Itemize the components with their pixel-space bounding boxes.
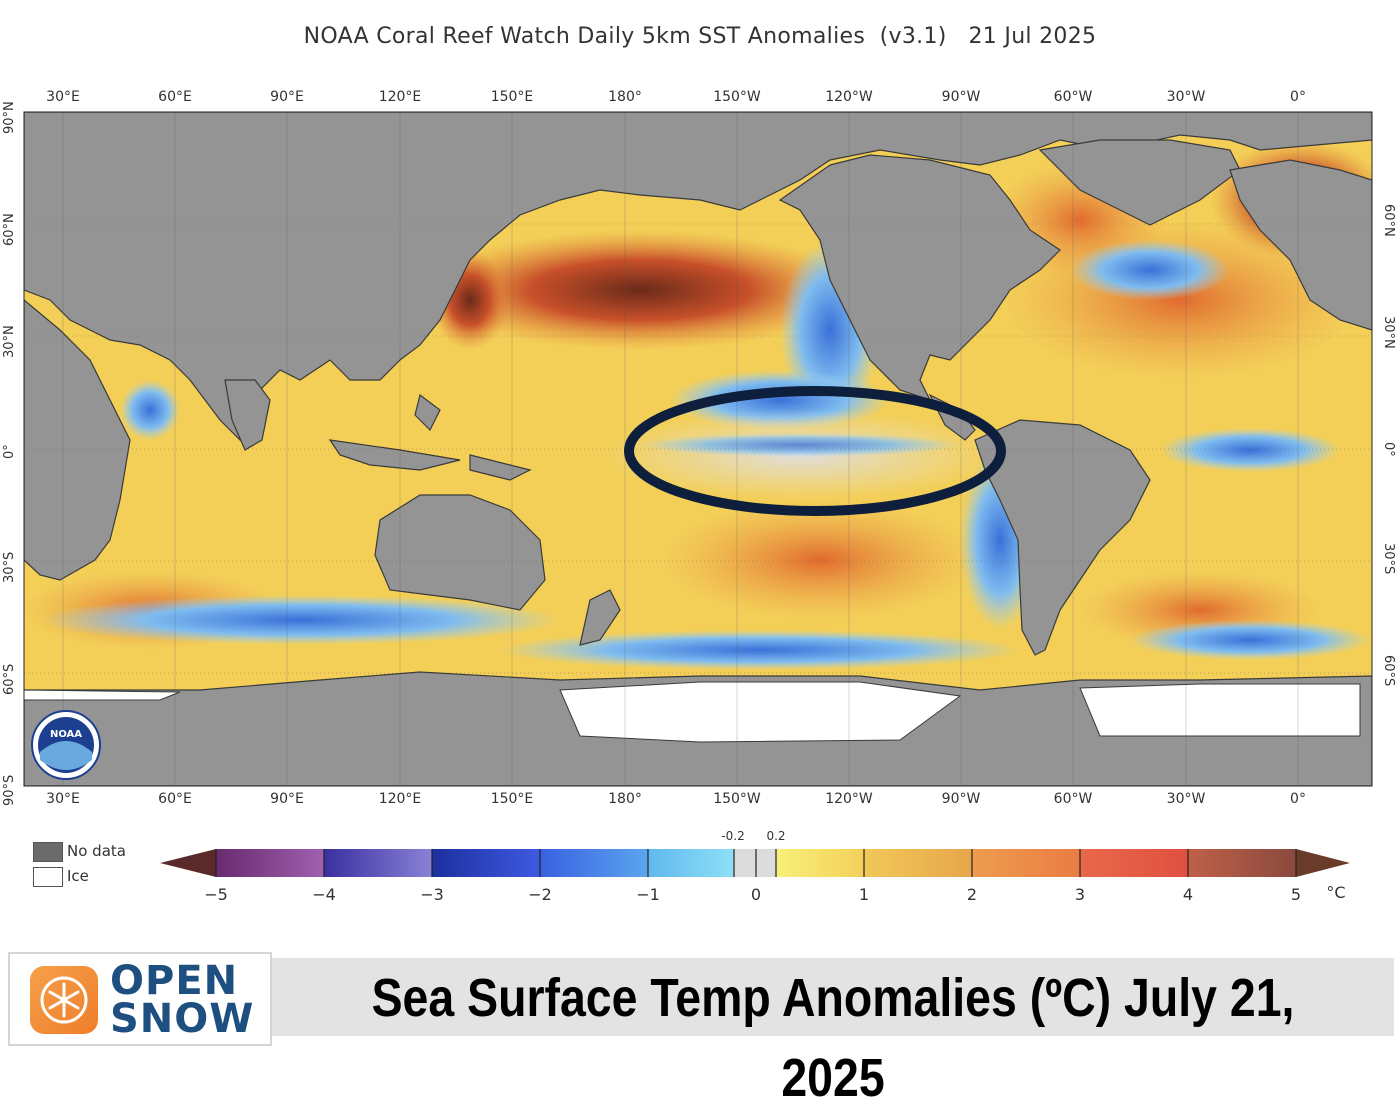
lon-label: 60°W xyxy=(1053,89,1093,105)
lon-label: 150°E xyxy=(490,89,534,105)
lon-label: 30°W xyxy=(1166,89,1206,105)
svg-text:NOAA: NOAA xyxy=(50,729,82,740)
lon-label: 90°W xyxy=(941,791,981,807)
lon-label: 120°E xyxy=(378,89,422,105)
colorbar-tick: 0 xyxy=(750,885,762,904)
logo-text-snow: SNOW xyxy=(110,996,255,1042)
map-title: NOAA Coral Reef Watch Daily 5km SST Anom… xyxy=(303,24,1097,49)
lon-label: 60°E xyxy=(158,89,192,105)
colorbar-tick: −3 xyxy=(420,885,444,904)
australia xyxy=(374,494,546,611)
lat-label: 30°N xyxy=(2,325,17,358)
eurasia xyxy=(24,112,1372,442)
opensnow-logo: OPEN SNOW xyxy=(8,952,272,1046)
lat-label: 30°N xyxy=(1381,316,1396,349)
lat-label: 60°S xyxy=(2,663,17,695)
no-data-swatch xyxy=(33,842,63,862)
colorbar-small-tick: -0.2 xyxy=(721,829,745,843)
ice-label: Ice xyxy=(67,867,89,885)
snowflake-icon xyxy=(30,966,98,1034)
caption-text: Sea Surface Temp Anomalies (ºC) July 21,… xyxy=(371,968,1295,1108)
colorbar-tick: 1 xyxy=(858,885,870,904)
colorbar-tick: −4 xyxy=(312,885,336,904)
lon-label: 180° xyxy=(608,89,642,105)
sst-anomaly-map: NOAA 30°E 60°E 90°E 120°E 150°E 180° 150… xyxy=(2,89,1396,807)
lon-label: 30°E xyxy=(46,89,80,105)
lon-label: 150°W xyxy=(713,791,761,807)
africa xyxy=(24,299,131,581)
lon-label: 150°E xyxy=(490,791,534,807)
lat-label: 60°N xyxy=(1381,204,1396,237)
lon-label: 0° xyxy=(1290,791,1306,807)
north-pacific-warm-anomaly xyxy=(420,230,860,350)
colorbar-tick: 4 xyxy=(1182,885,1194,904)
colorbar-tick: −2 xyxy=(528,885,552,904)
colorbar-tick: −1 xyxy=(636,885,660,904)
lon-label: 90°E xyxy=(270,89,304,105)
map-svg: NOAA xyxy=(23,111,1373,787)
equatorial-pacific-highlight xyxy=(624,386,1006,516)
lat-label: 90°N xyxy=(2,101,17,134)
lon-label: 120°W xyxy=(825,791,873,807)
lon-label: 60°W xyxy=(1053,791,1093,807)
colorbar-tick: 5 xyxy=(1290,885,1302,904)
colorbar xyxy=(160,849,1350,877)
lon-label: 90°W xyxy=(941,89,981,105)
noaa-logo: NOAA xyxy=(31,710,101,780)
north-america xyxy=(778,154,1061,402)
logo-text-open: OPEN xyxy=(110,958,239,1004)
graticule xyxy=(24,223,1372,674)
lat-label: 60°N xyxy=(2,213,17,246)
lon-label: 90°E xyxy=(270,791,304,807)
colorbar-tick: −5 xyxy=(204,885,228,904)
colorbar-tick: 3 xyxy=(1074,885,1086,904)
no-data-label: No data xyxy=(67,842,126,860)
colorbar-unit: °C xyxy=(1326,883,1346,902)
ice-swatch xyxy=(33,867,63,887)
lon-label: 120°W xyxy=(825,89,873,105)
lat-label: 30°S xyxy=(2,551,17,583)
india xyxy=(224,379,271,451)
lon-label: 30°W xyxy=(1166,791,1206,807)
lat-label: 60°S xyxy=(1381,655,1396,687)
colorbar-tick: 2 xyxy=(966,885,978,904)
south-america xyxy=(974,419,1151,656)
greenland xyxy=(1038,139,1241,226)
lat-label: 0° xyxy=(1381,442,1396,457)
lat-label: 90°S xyxy=(2,774,17,806)
lon-label: 180° xyxy=(608,791,642,807)
caption-banner: Sea Surface Temp Anomalies (ºC) July 21,… xyxy=(272,958,1394,1108)
lat-label: 30°S xyxy=(1381,543,1396,575)
lon-label: 150°W xyxy=(713,89,761,105)
lon-label: 30°E xyxy=(46,791,80,807)
lon-label: 0° xyxy=(1290,89,1306,105)
colorbar-small-tick: 0.2 xyxy=(766,829,786,843)
lon-label: 60°E xyxy=(158,791,192,807)
lat-label: 0° xyxy=(2,444,17,459)
lon-label: 120°E xyxy=(378,791,422,807)
